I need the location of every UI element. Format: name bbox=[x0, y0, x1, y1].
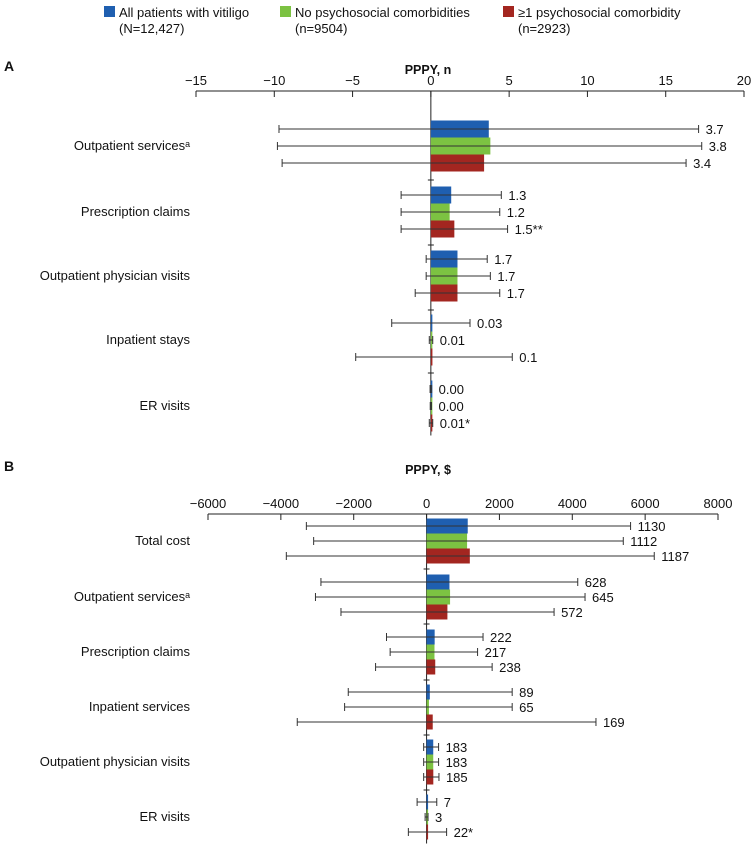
panel-b-value-label-no-comorbidities: 645 bbox=[592, 590, 614, 605]
panel-a-category-label: Prescription claims bbox=[81, 204, 191, 219]
legend-name-comorbidity: ≥1 psychosocial comorbidity bbox=[518, 5, 681, 20]
panel-b-value-label-all-patients: 628 bbox=[585, 575, 607, 590]
panel-a-category-label: Outpatient physician visits bbox=[40, 268, 191, 283]
panel-b-value-label-all-patients: 222 bbox=[490, 630, 512, 645]
panel-a-x-tick-label: −5 bbox=[345, 73, 360, 88]
legend-name-all-patients: All patients with vitiligo bbox=[119, 5, 249, 20]
legend-swatch-comorbidity bbox=[503, 6, 514, 17]
panel-b-category-label: Outpatient physician visits bbox=[40, 754, 191, 769]
panel-a-x-tick-label: −15 bbox=[185, 73, 207, 88]
panel-a-x-tick-label: 15 bbox=[658, 73, 672, 88]
legend-n-all-patients: (N=12,427) bbox=[119, 21, 184, 36]
panel-b-value-label-comorbidity: 238 bbox=[499, 660, 521, 675]
legend-n-comorbidity: (n=2923) bbox=[518, 21, 570, 36]
panel-b-x-tick-label: 6000 bbox=[631, 496, 660, 511]
legend-swatch-no-comorbidities bbox=[280, 6, 291, 17]
panel-b-category-label: Total cost bbox=[135, 533, 190, 548]
panel-a: A PPPY, n −15 −10 −5 0 5 10 15 20 Outpatient ser… bbox=[4, 58, 751, 436]
panel-b-value-label-no-comorbidities: 217 bbox=[485, 645, 507, 660]
panel-a-axis-title: PPPY, n bbox=[405, 63, 452, 77]
legend-n-no-comorbidities: (n=9504) bbox=[295, 21, 347, 36]
panel-b-value-label-all-patients: 7 bbox=[444, 795, 451, 810]
panel-b-value-label-no-comorbidities: 183 bbox=[446, 755, 468, 770]
panel-a-value-label-comorbidity: 1.7 bbox=[507, 286, 525, 301]
panel-b-value-label-comorbidity: 1187 bbox=[661, 549, 689, 564]
panel-a-x-tick-label: 20 bbox=[737, 73, 751, 88]
panel-a-category-label: ER visits bbox=[139, 398, 190, 413]
panel-b-category-label: Prescription claims bbox=[81, 644, 191, 659]
panel-a-x-tick-label: 10 bbox=[580, 73, 594, 88]
panel-b-axis-title: PPPY, $ bbox=[405, 463, 451, 477]
panel-a-value-label-no-comorbidities: 3.8 bbox=[709, 139, 727, 154]
panel-b-value-label-comorbidity: 572 bbox=[561, 605, 583, 620]
panel-a-value-label-comorbidity: 1.5** bbox=[515, 222, 543, 237]
panel-a-value-label-no-comorbidities: 1.7 bbox=[497, 269, 515, 284]
panel-b: B PPPY, $ −6000 −4000 −2000 0 2000 4000 6000 80… bbox=[4, 458, 732, 844]
panel-a-value-label-all-patients: 1.7 bbox=[494, 252, 512, 267]
panel-a-value-label-no-comorbidities: 1.2 bbox=[507, 205, 525, 220]
panel-a-category-label: Outpatient servicesᵃ bbox=[74, 138, 190, 153]
panel-b-x-tick-label: 2000 bbox=[485, 496, 514, 511]
panel-b-x-tick-label: 8000 bbox=[704, 496, 733, 511]
legend-item-no-comorbidities: No psychosocial comorbidities (n=9504) bbox=[280, 5, 470, 36]
panel-b-category-label: Inpatient services bbox=[89, 699, 191, 714]
panel-a-value-label-comorbidity: 3.4 bbox=[693, 156, 711, 171]
panel-a-value-label-no-comorbidities: 0.01 bbox=[440, 333, 465, 348]
legend-item-all-patients: All patients with vitiligo (N=12,427) bbox=[104, 5, 249, 36]
panel-b-x-tick-label: −4000 bbox=[263, 496, 300, 511]
panel-b-x-tick-label: 4000 bbox=[558, 496, 587, 511]
panel-a-value-label-comorbidity: 0.01* bbox=[440, 416, 470, 431]
panel-a-value-label-all-patients: 0.00 bbox=[439, 382, 464, 397]
panel-a-value-label-no-comorbidities: 0.00 bbox=[438, 399, 463, 414]
panel-a-value-label-all-patients: 0.03 bbox=[477, 316, 502, 331]
legend-swatch-all-patients bbox=[104, 6, 115, 17]
panel-b-value-label-all-patients: 183 bbox=[446, 740, 468, 755]
panel-b-value-label-no-comorbidities: 3 bbox=[435, 810, 442, 825]
panel-a-x-tick-label: −10 bbox=[263, 73, 285, 88]
panel-b-value-label-no-comorbidities: 65 bbox=[519, 700, 533, 715]
panel-a-value-label-all-patients: 3.7 bbox=[706, 122, 724, 137]
legend-item-comorbidity: ≥1 psychosocial comorbidity (n=2923) bbox=[503, 5, 681, 36]
panel-b-value-label-all-patients: 1130 bbox=[638, 519, 666, 534]
panel-a-letter: A bbox=[4, 58, 14, 74]
panel-a-x-tick-label: 5 bbox=[506, 73, 513, 88]
panel-b-category-label: ER visits bbox=[139, 809, 190, 824]
panel-b-letter: B bbox=[4, 458, 14, 474]
panel-b-value-label-comorbidity: 22* bbox=[454, 825, 474, 840]
panel-b-x-tick-label: −6000 bbox=[190, 496, 227, 511]
panel-b-category-label: Outpatient servicesᵃ bbox=[74, 589, 190, 604]
legend: All patients with vitiligo (N=12,427) No… bbox=[104, 5, 681, 36]
panel-b-x-tick-label: 0 bbox=[423, 496, 430, 511]
panel-b-value-label-no-comorbidities: 1112 bbox=[630, 534, 657, 549]
panel-b-value-label-all-patients: 89 bbox=[519, 685, 533, 700]
panel-b-value-label-comorbidity: 169 bbox=[603, 715, 625, 730]
panel-a-value-label-comorbidity: 0.1 bbox=[519, 350, 537, 365]
panel-a-category-label: Inpatient stays bbox=[106, 332, 190, 347]
panel-b-x-tick-label: −2000 bbox=[335, 496, 372, 511]
panel-b-value-label-comorbidity: 185 bbox=[446, 770, 468, 785]
panel-a-x-tick-label: 0 bbox=[427, 73, 434, 88]
legend-name-no-comorbidities: No psychosocial comorbidities bbox=[295, 5, 470, 20]
panel-a-value-label-all-patients: 1.3 bbox=[508, 188, 526, 203]
